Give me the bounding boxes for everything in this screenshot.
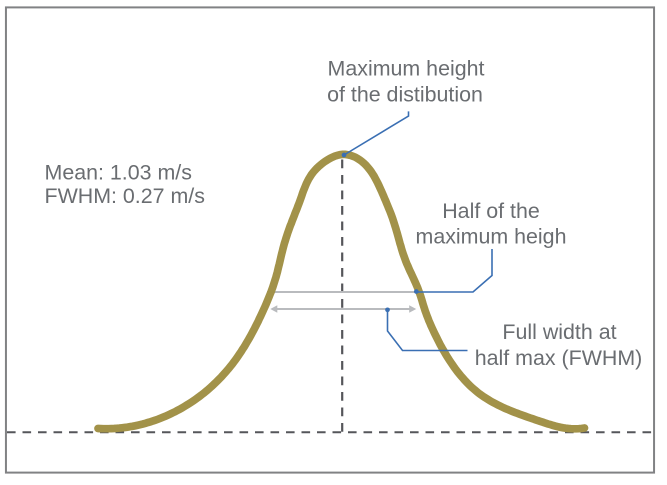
svg-text:Half of the: Half of the [442, 199, 540, 223]
svg-text:Mean: 1.03 m/s: Mean: 1.03 m/s [45, 160, 192, 184]
svg-text:of the distibution: of the distibution [327, 82, 483, 106]
svg-text:Maximum height: Maximum height [328, 57, 485, 81]
svg-text:maximum heigh: maximum heigh [416, 225, 567, 249]
svg-text:Full width at: Full width at [502, 320, 616, 344]
svg-text:half max (FWHM): half max (FWHM) [475, 346, 643, 370]
svg-text:FWHM: 0.27 m/s: FWHM: 0.27 m/s [45, 184, 205, 208]
